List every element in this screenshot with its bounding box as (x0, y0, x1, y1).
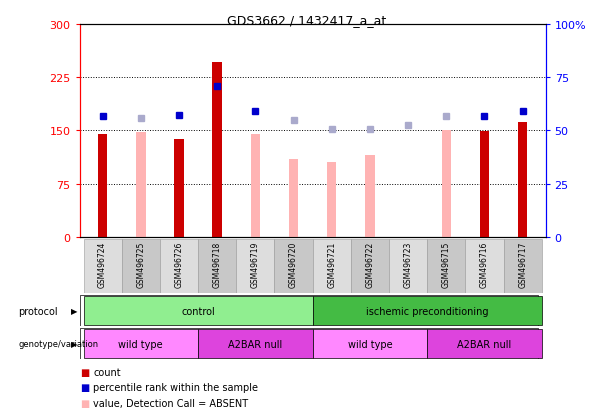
Bar (174, 140, 184, 237)
Bar (236, 240, 275, 293)
Bar (427, 240, 465, 293)
Text: GSM496715: GSM496715 (442, 241, 451, 287)
Bar (365, 156, 375, 237)
Bar (289, 159, 299, 237)
Bar (83, 297, 313, 325)
Text: GSM496720: GSM496720 (289, 241, 298, 287)
Text: GSM496726: GSM496726 (175, 241, 183, 287)
Text: GSM496722: GSM496722 (365, 241, 375, 287)
Bar (351, 240, 389, 293)
Text: GSM496723: GSM496723 (403, 241, 413, 287)
Bar (327, 163, 337, 237)
Bar (83, 240, 122, 293)
Text: count: count (93, 367, 121, 377)
Bar (136, 133, 145, 237)
Text: ■: ■ (80, 398, 89, 408)
Text: ■: ■ (80, 367, 89, 377)
Text: ischemic preconditioning: ischemic preconditioning (366, 306, 489, 316)
Bar (518, 123, 527, 237)
Text: wild type: wild type (118, 339, 163, 349)
Bar (313, 330, 427, 358)
Text: ■: ■ (80, 382, 89, 392)
Text: percentile rank within the sample: percentile rank within the sample (93, 382, 258, 392)
Text: protocol: protocol (18, 306, 58, 316)
Text: GSM496717: GSM496717 (518, 241, 527, 287)
Text: GSM496716: GSM496716 (480, 241, 489, 287)
Text: GSM496724: GSM496724 (98, 241, 107, 287)
Bar (198, 240, 236, 293)
Bar (503, 240, 542, 293)
Bar (212, 62, 222, 237)
Text: GSM496718: GSM496718 (213, 241, 222, 287)
Bar (480, 132, 489, 237)
Bar (122, 240, 160, 293)
Bar (313, 297, 542, 325)
Bar (98, 135, 107, 237)
Bar (465, 240, 503, 293)
Text: ▶: ▶ (70, 339, 77, 348)
Bar (83, 330, 198, 358)
Text: GSM496725: GSM496725 (136, 241, 145, 287)
Bar (275, 240, 313, 293)
Text: GSM496719: GSM496719 (251, 241, 260, 287)
Text: value, Detection Call = ABSENT: value, Detection Call = ABSENT (93, 398, 248, 408)
Text: A2BAR null: A2BAR null (228, 339, 283, 349)
Text: A2BAR null: A2BAR null (457, 339, 512, 349)
Text: control: control (181, 306, 215, 316)
Bar (251, 135, 260, 237)
Bar (313, 240, 351, 293)
Bar (389, 240, 427, 293)
Bar (427, 330, 542, 358)
Text: GSM496721: GSM496721 (327, 241, 336, 287)
Text: genotype/variation: genotype/variation (18, 339, 99, 348)
Text: ▶: ▶ (70, 306, 77, 315)
Text: wild type: wild type (348, 339, 392, 349)
Text: GDS3662 / 1432417_a_at: GDS3662 / 1432417_a_at (227, 14, 386, 27)
Bar (160, 240, 198, 293)
Bar (441, 131, 451, 237)
Bar (198, 330, 313, 358)
